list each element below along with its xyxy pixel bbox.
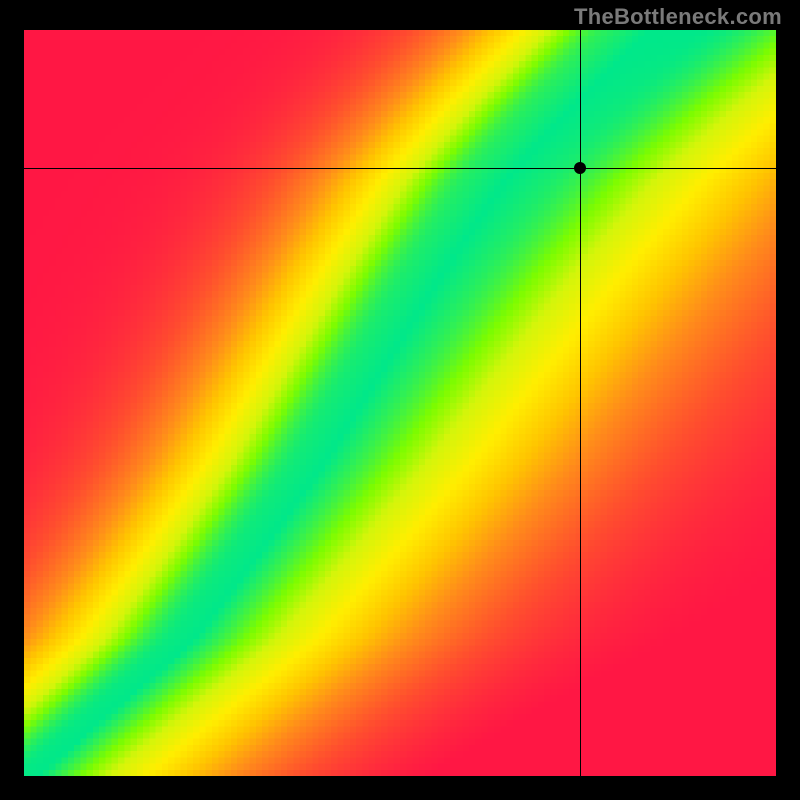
heatmap-canvas [24,30,776,776]
marker-dot [574,162,586,174]
heatmap-plot-area [24,30,776,776]
figure-container: TheBottleneck.com [0,0,800,800]
watermark-text: TheBottleneck.com [574,4,782,30]
crosshair-vertical [580,30,581,776]
crosshair-horizontal [24,168,776,169]
